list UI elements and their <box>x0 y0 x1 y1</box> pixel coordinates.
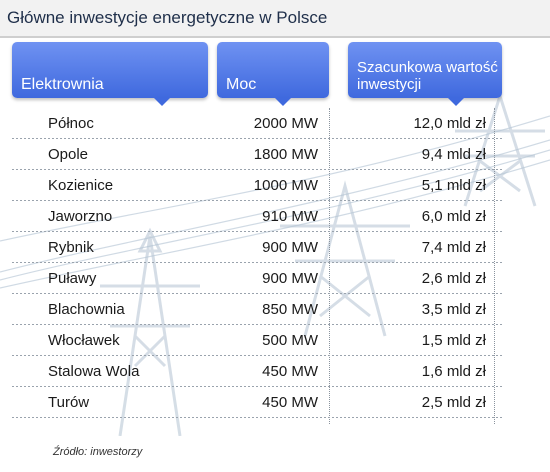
value-cell: 3,5 mld zł <box>421 301 486 318</box>
table-row: Opole 1800 MW 9,4 mld zł <box>12 139 502 170</box>
power-cell: 900 MW <box>262 239 318 256</box>
table-row: Rybnik 900 MW 7,4 mld zł <box>12 232 502 263</box>
plant-cell: Stalowa Wola <box>48 363 140 380</box>
power-cell: 450 MW <box>262 394 318 411</box>
plant-cell: Kozienice <box>48 177 114 194</box>
power-cell: 500 MW <box>262 332 318 349</box>
power-cell: 450 MW <box>262 363 318 380</box>
power-cell: 2000 MW <box>253 115 318 132</box>
plant-cell: Rybnik <box>48 239 94 256</box>
table-row: Stalowa Wola 450 MW 1,6 mld zł <box>12 356 502 387</box>
table-row: Blachownia 850 MW 3,5 mld zł <box>12 294 502 325</box>
plant-cell: Jaworzno <box>48 208 113 225</box>
value-cell: 9,4 mld zł <box>421 146 486 163</box>
table-row: Włocławek 500 MW 1,5 mld zł <box>12 325 502 356</box>
plant-cell: Opole <box>48 146 89 163</box>
title-bar: Główne inwestycje energetyczne w Polsce <box>0 0 550 38</box>
source-note: Źródło: inwestorzy <box>53 446 143 458</box>
header-power: Moc <box>217 42 329 106</box>
power-cell: 850 MW <box>262 301 318 318</box>
value-cell: 2,6 mld zł <box>421 270 486 287</box>
header-plant-label: Elektrownia <box>21 76 104 93</box>
value-cell: 6,0 mld zł <box>421 208 486 225</box>
value-cell: 2,5 mld zł <box>421 394 486 411</box>
value-cell: 1,5 mld zł <box>421 332 486 349</box>
value-cell: 7,4 mld zł <box>421 239 486 256</box>
header-value-label: Szacunkowa wartość inwestycji <box>357 59 498 93</box>
power-cell: 1800 MW <box>253 146 318 163</box>
table-row: Północ 2000 MW 12,0 mld zł <box>12 108 502 139</box>
plant-cell: Puławy <box>48 270 97 287</box>
table-row: Puławy 900 MW 2,6 mld zł <box>12 263 502 294</box>
value-cell: 1,6 mld zł <box>421 363 486 380</box>
table-row: Turów 450 MW 2,5 mld zł <box>12 387 502 418</box>
power-cell: 1000 MW <box>253 177 318 194</box>
page-title: Główne inwestycje energetyczne w Polsce <box>7 8 328 27</box>
plant-cell: Włocławek <box>48 332 120 349</box>
power-cell: 910 MW <box>262 208 318 225</box>
value-cell: 12,0 mld zł <box>413 115 486 132</box>
header-plant: Elektrownia <box>12 42 208 106</box>
table-row: Jaworzno 910 MW 6,0 mld zł <box>12 201 502 232</box>
plant-cell: Północ <box>48 115 94 132</box>
header-power-label: Moc <box>226 76 257 93</box>
table-row: Kozienice 1000 MW 5,1 mld zł <box>12 170 502 201</box>
plant-cell: Turów <box>48 394 90 411</box>
value-cell: 5,1 mld zł <box>421 177 486 194</box>
power-cell: 900 MW <box>262 270 318 287</box>
plant-cell: Blachownia <box>48 301 125 318</box>
header-value: Szacunkowa wartość inwestycji <box>348 42 502 106</box>
